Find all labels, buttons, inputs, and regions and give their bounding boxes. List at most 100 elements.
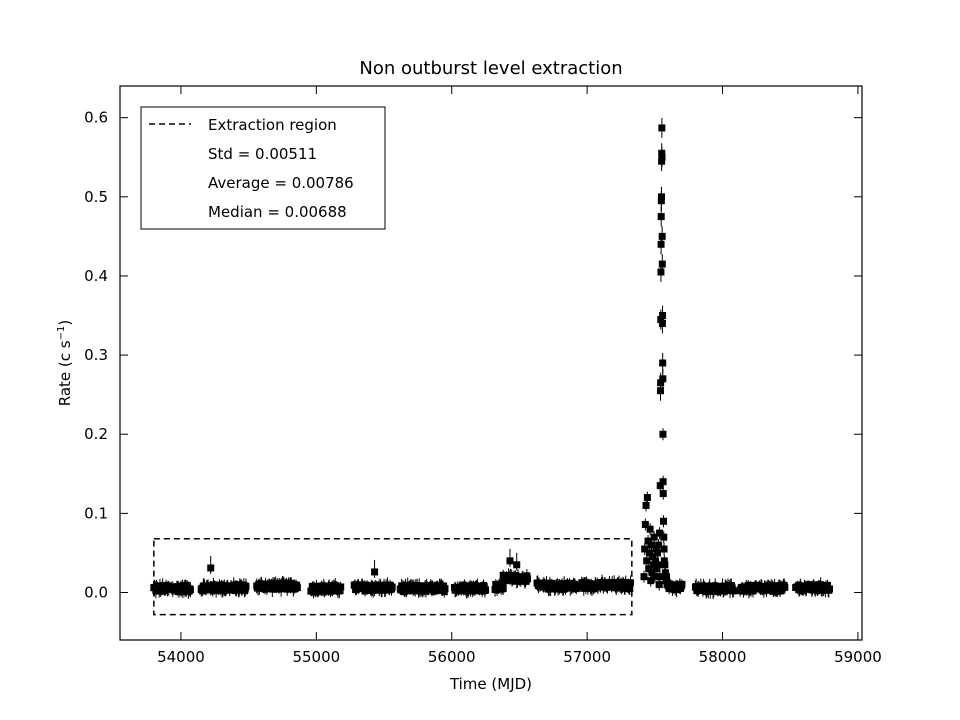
data-point — [678, 580, 686, 588]
data-point — [657, 379, 665, 387]
y-tick-label: 0.4 — [84, 267, 108, 285]
data-point — [656, 529, 664, 537]
y-axis-label: Rate (c s−1) — [56, 320, 74, 406]
data-point — [661, 561, 669, 569]
data-point — [646, 525, 654, 533]
legend-entry-std: Std = 0.00511 — [208, 145, 317, 163]
data-segment — [691, 578, 737, 600]
chart-title: Non outburst level extraction — [359, 58, 622, 79]
legend: Extraction region Std = 0.00511 Average … — [140, 106, 386, 230]
data-point — [781, 583, 789, 591]
data-point — [654, 561, 662, 569]
data-point — [653, 565, 661, 573]
y-tick-label: 0.1 — [84, 504, 108, 522]
data-point — [388, 583, 396, 591]
data-point — [729, 587, 737, 595]
data-point — [242, 582, 250, 590]
legend-entry-average: Average = 0.00786 — [208, 174, 354, 192]
data-point — [482, 586, 490, 594]
data-point — [655, 581, 663, 589]
x-tick-label: 57000 — [563, 648, 611, 666]
data-segment — [307, 578, 345, 599]
data-segment — [197, 577, 250, 598]
data-point — [655, 541, 663, 549]
data-point — [337, 583, 345, 591]
svg-text:Rate (c s−1): Rate (c s−1) — [56, 320, 74, 406]
data-point — [647, 541, 655, 549]
data-point — [641, 545, 649, 553]
data-point — [506, 557, 514, 565]
legend-frame — [140, 106, 386, 230]
data-segment — [578, 574, 634, 597]
data-segment — [450, 578, 490, 599]
data-point — [658, 260, 666, 268]
data-segment — [253, 575, 301, 598]
data-point — [643, 494, 651, 502]
data-point — [660, 533, 668, 541]
data-point — [207, 564, 215, 572]
data-point — [651, 573, 659, 581]
ticks-layer: 54000 55000 56000 57000 58000 59000 0.0 0.1 0.2 0… — [84, 86, 882, 666]
extraction-region — [153, 537, 633, 616]
data-point — [658, 232, 666, 240]
data-point — [660, 517, 668, 525]
data-point — [659, 490, 667, 498]
data-point — [656, 573, 664, 581]
data-point — [657, 268, 665, 276]
data-point — [657, 315, 665, 323]
data-point — [657, 213, 665, 221]
data-point — [649, 553, 657, 561]
x-tick-label: 58000 — [699, 648, 747, 666]
data-point — [823, 581, 831, 589]
data-segment — [491, 578, 507, 597]
x-tick-label: 59000 — [834, 648, 882, 666]
plot-frame — [119, 85, 863, 641]
data-point — [430, 587, 438, 595]
x-tick-label: 55000 — [292, 648, 340, 666]
data-point — [572, 585, 580, 593]
y-tick-label: 0.0 — [84, 584, 108, 602]
data-point — [659, 375, 667, 383]
y-tick-label: 0.5 — [84, 188, 108, 206]
y-tick-label: 0.6 — [84, 109, 108, 127]
data-point — [657, 193, 665, 201]
data-point — [499, 585, 507, 593]
y-tick-label: 0.2 — [84, 425, 108, 443]
data-point — [657, 240, 665, 248]
x-tick-label: 54000 — [157, 648, 205, 666]
data-point — [643, 557, 651, 565]
data-point — [658, 153, 666, 161]
data-point — [513, 561, 521, 569]
legend-entry-extraction-region: Extraction region — [208, 116, 337, 134]
data-point — [640, 573, 648, 581]
data-point — [664, 579, 672, 587]
legend-entry-median: Median = 0.00688 — [208, 203, 347, 221]
data-point — [626, 584, 634, 592]
data-point — [371, 568, 379, 576]
data-point — [644, 537, 652, 545]
data-point — [659, 430, 667, 438]
data-point — [662, 573, 670, 581]
y-axis-label-sup: −1 — [56, 326, 67, 341]
data-segment — [533, 575, 580, 597]
data-point — [649, 561, 657, 569]
data-point — [650, 533, 658, 541]
data-segment — [350, 577, 396, 598]
data-point — [659, 478, 667, 486]
data-point — [626, 579, 634, 587]
data-point — [661, 569, 669, 577]
data-point — [656, 482, 664, 490]
data-point — [641, 520, 649, 528]
data-point — [660, 557, 668, 565]
x-tick-label: 56000 — [428, 648, 476, 666]
data-layer — [150, 117, 834, 616]
data-point — [652, 557, 660, 565]
data-point — [336, 587, 344, 595]
data-point — [654, 549, 662, 557]
y-axis-label-main: Rate (c s — [56, 340, 74, 406]
data-segment — [736, 578, 789, 599]
data-point — [441, 585, 449, 593]
data-point — [524, 575, 532, 583]
x-axis-label: Time (MJD) — [449, 675, 532, 693]
